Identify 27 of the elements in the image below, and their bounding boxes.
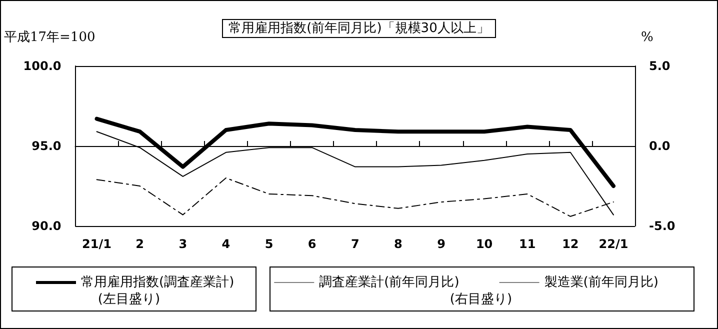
x-tick-label: 5 [264, 237, 274, 251]
text: (右目盛り) [450, 292, 512, 307]
legend-label: 製造業(前年同月比) [544, 275, 658, 290]
y-tick-label: 100.0 [23, 59, 62, 73]
y-tick-label: 95.0 [32, 139, 62, 153]
x-tick-label: 7 [350, 237, 360, 251]
y-axis-title: 平成17年=100 [4, 30, 96, 45]
legend-label: 常用雇用指数(調査産業計) [81, 274, 234, 290]
x-tick-label: 6 [308, 237, 316, 251]
x-tick-label: 9 [437, 237, 446, 251]
x-tick-label: 2 [136, 237, 144, 251]
legend-label: 調査産業計(前年同月比) [319, 274, 460, 290]
x-tick-label: 12 [562, 237, 579, 251]
x-tick-label: 10 [476, 237, 493, 251]
chart-title: 常用雇用指数(前年同月比)「規模30人以上」 [228, 20, 490, 36]
x-tick-label: 22/1 [598, 237, 628, 251]
text: (左目盛り) [98, 292, 160, 307]
y-tick-label: 90.0 [32, 219, 62, 233]
y2-tick-label: 5.0 [649, 59, 670, 73]
y2-axis-title: % [641, 30, 654, 45]
x-tick-label: 11 [519, 237, 536, 251]
y2-tick-label: 0.0 [649, 139, 670, 153]
x-tick-label: 8 [394, 237, 402, 251]
x-tick-label: 3 [178, 237, 188, 251]
x-tick-label: 21/1 [82, 237, 112, 251]
x-tick-label: 4 [222, 237, 230, 251]
y2-tick-label: -5.0 [649, 219, 676, 233]
